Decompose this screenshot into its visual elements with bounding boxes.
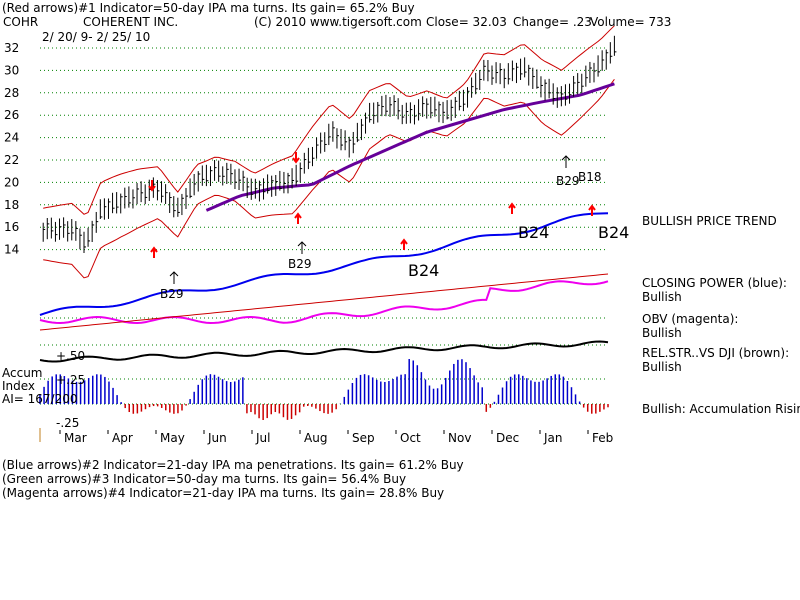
y-tick-label: 28 xyxy=(4,86,19,100)
signal-b29-aug: B29 xyxy=(288,257,312,271)
ma50-path xyxy=(205,82,615,212)
signal-arrow-black xyxy=(561,155,571,168)
price-trend-label: BULLISH PRICE TREND xyxy=(642,214,777,228)
y-tick-label: 24 xyxy=(4,131,19,145)
month-label: Nov xyxy=(448,431,471,445)
y-tick-label: 26 xyxy=(4,108,19,122)
accum-tick-plus50: +.50 xyxy=(56,349,86,363)
bollinger-bands xyxy=(43,25,615,279)
upper-band xyxy=(43,25,615,215)
month-label: Jul xyxy=(255,431,270,445)
signal-arrow-black xyxy=(297,241,307,254)
month-label: Jun xyxy=(207,431,227,445)
signal-arrow xyxy=(292,152,300,164)
signal-b29-may: B29 xyxy=(160,287,184,301)
accum-histogram xyxy=(39,359,609,420)
signal-arrows xyxy=(148,152,596,284)
month-label: Aug xyxy=(304,431,327,445)
signal-b24-feb: B24 xyxy=(598,223,630,242)
accum-label-1: Accum xyxy=(2,366,43,380)
month-label: Mar xyxy=(64,431,87,445)
closing-power-line xyxy=(39,212,609,316)
volume-value: Volume= 733 xyxy=(590,15,672,29)
month-label: Apr xyxy=(112,431,133,445)
closing-power-ma xyxy=(39,273,609,331)
relstr-title: REL.STR..VS DJI (brown): xyxy=(642,346,790,360)
signal-arrow xyxy=(150,246,158,258)
copyright: (C) 2010 www.tigersoft.com xyxy=(254,15,422,29)
month-label: May xyxy=(160,431,185,445)
y-tick-label: 22 xyxy=(4,153,19,167)
signal-arrow xyxy=(508,202,516,214)
y-tick-label: 14 xyxy=(4,243,19,257)
signal-arrow xyxy=(400,238,408,250)
y-tick-label: 16 xyxy=(4,220,19,234)
month-label: Oct xyxy=(400,431,421,445)
signal-b18-jan: B18 xyxy=(578,170,602,184)
header-indicator-line: (Red arrows)#1 Indicator=50-day IPA ma t… xyxy=(2,1,415,15)
lower-band xyxy=(43,79,615,279)
symbol: COHR xyxy=(3,15,39,29)
y-tick-label: 30 xyxy=(4,63,19,77)
month-label: Sep xyxy=(352,431,375,445)
accum-tick-plus25: +.25 xyxy=(56,373,86,387)
y-axis-ticks: 14 16 18 20 22 24 26 28 30 32 xyxy=(4,41,19,257)
signal-arrow xyxy=(588,204,596,216)
signal-b24-dec: B24 xyxy=(518,223,550,242)
price-bars xyxy=(42,35,617,253)
footer-line-magenta: (Magenta arrows)#4 Indicator=21-day IPA … xyxy=(2,486,445,500)
signal-arrow xyxy=(148,180,156,192)
closing-power-status: Bullish xyxy=(642,290,682,304)
accum-label-3: AI= 167/200 xyxy=(2,392,78,406)
accum-status: Bullish: Accumulation Rising xyxy=(642,402,800,416)
month-label: Jan xyxy=(543,431,563,445)
month-label: Dec xyxy=(496,431,519,445)
signal-arrow xyxy=(294,212,302,224)
y-tick-label: 32 xyxy=(4,41,19,55)
date-range: 2/ 20/ 9- 2/ 25/ 10 xyxy=(42,30,151,44)
footer-line-green: (Green arrows)#3 Indicator=50-day ma tur… xyxy=(2,472,407,486)
accum-label-2: Index xyxy=(2,379,36,393)
month-label: Feb xyxy=(592,431,613,445)
closing-power-title: CLOSING POWER (blue): xyxy=(642,276,787,290)
signal-arrow-black xyxy=(169,271,179,284)
change-value: Change= .23 xyxy=(513,15,592,29)
footer-line-blue: (Blue arrows)#2 Indicator=21-day IPA ma … xyxy=(2,458,464,472)
obv-title: OBV (magenta): xyxy=(642,312,739,326)
close-value: Close= 32.03 xyxy=(426,15,507,29)
indicator-lines xyxy=(39,212,609,363)
y-tick-label: 18 xyxy=(4,198,19,212)
accum-tick-minus25: -.25 xyxy=(56,416,80,430)
relstr-line xyxy=(39,340,609,363)
signal-b29-jan: B29 xyxy=(556,174,580,188)
ma50-line xyxy=(205,82,615,212)
obv-status: Bullish xyxy=(642,326,682,340)
company-name: COHERENT INC. xyxy=(83,15,179,29)
signal-b24-oct: B24 xyxy=(408,261,440,280)
relstr-status: Bullish xyxy=(642,360,682,374)
month-axis: Mar Apr May Jun Jul Aug Sep Oct Nov Dec Jan Feb xyxy=(39,428,613,445)
obv-line xyxy=(39,280,609,325)
y-tick-label: 20 xyxy=(4,175,19,189)
